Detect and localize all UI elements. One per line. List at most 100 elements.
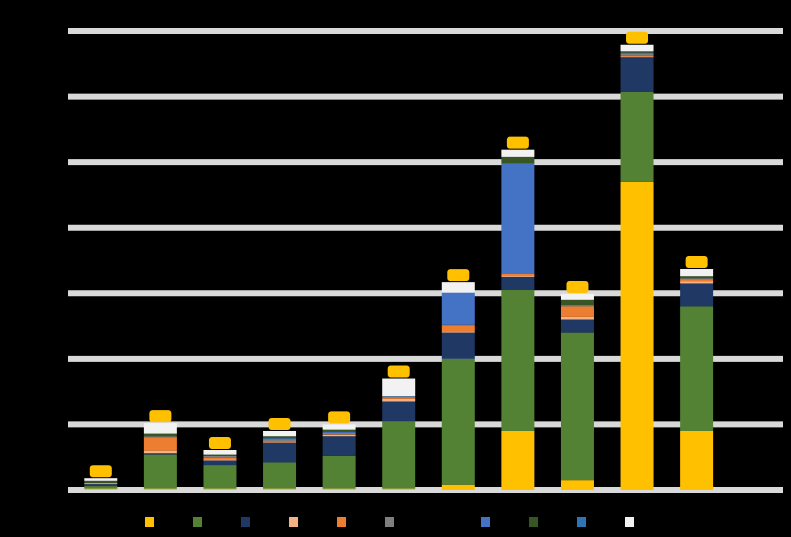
bar-segment	[680, 276, 714, 279]
bar-segment	[501, 163, 535, 274]
legend-swatch	[145, 517, 154, 527]
bar-segment	[501, 275, 535, 277]
bar-segment	[263, 442, 297, 443]
bar-segment	[263, 438, 297, 440]
bar-segment	[382, 398, 416, 402]
bar-segment	[680, 269, 714, 277]
bar-segment	[84, 488, 118, 490]
bar-segment	[620, 52, 654, 54]
bar-segment	[203, 454, 237, 456]
legend-item	[577, 517, 607, 529]
legend-swatch	[337, 517, 346, 527]
bar-segment	[441, 484, 475, 490]
bar-segment	[620, 56, 654, 58]
bar-segment	[620, 91, 654, 182]
bar-segment	[560, 305, 594, 307]
total-marker	[268, 417, 291, 430]
bar-segment	[501, 290, 535, 431]
legend-item	[241, 517, 271, 529]
bar-segment	[143, 488, 177, 490]
bar-segment	[322, 434, 356, 435]
bar-segment	[322, 431, 356, 433]
bar-segment	[322, 432, 356, 435]
total-marker	[566, 280, 589, 293]
legend-item	[625, 517, 655, 529]
bar-segment	[143, 436, 177, 438]
total-marker	[506, 136, 529, 149]
legend-swatch	[577, 517, 586, 527]
legend-swatch	[241, 517, 250, 527]
bar-segment	[680, 279, 714, 282]
bar-segment	[84, 483, 118, 485]
bar-segment	[203, 459, 237, 461]
legend-item	[193, 517, 223, 529]
bar-segment	[680, 278, 714, 280]
bars	[84, 44, 714, 491]
bar-segment	[680, 430, 714, 490]
bar-segment	[441, 282, 475, 293]
legend-swatch	[625, 517, 634, 527]
total-marker	[626, 31, 649, 44]
total-marker	[447, 269, 470, 282]
legend-swatch	[529, 517, 538, 527]
bar-segment	[441, 325, 475, 332]
total-marker	[208, 437, 231, 450]
bar-segment	[501, 156, 535, 164]
bar-segment	[382, 396, 416, 397]
bar-segment	[560, 480, 594, 490]
bar-segment	[263, 462, 297, 489]
bar-segment	[203, 455, 237, 458]
legend-item	[145, 517, 175, 529]
legend-swatch	[385, 517, 394, 527]
bar-segment	[84, 486, 118, 489]
bar-segment	[680, 283, 714, 307]
bar-segment	[322, 429, 356, 432]
bar-segment	[203, 465, 237, 489]
legend-item	[385, 517, 415, 529]
bar-segment	[143, 423, 177, 434]
legend-item	[433, 517, 463, 529]
legend-swatch	[481, 517, 490, 527]
bar-segment	[560, 319, 594, 333]
total-marker	[685, 256, 708, 269]
bar-segment	[382, 401, 416, 422]
bar-segment	[560, 316, 594, 320]
bar-segment	[441, 324, 475, 326]
bar-segment	[501, 430, 535, 490]
bar-segment	[620, 53, 654, 56]
bar-segment	[322, 436, 356, 456]
gridlines	[68, 28, 783, 493]
bar-segment	[203, 460, 237, 466]
bar-segment	[501, 276, 535, 291]
bar-segment	[680, 306, 714, 431]
bar-segment	[263, 488, 297, 490]
legend-swatch	[193, 517, 202, 527]
bar-segment	[143, 453, 177, 455]
bar-segment	[560, 332, 594, 481]
bar-segment	[620, 181, 654, 491]
total-markers	[89, 31, 708, 478]
legend-item	[481, 517, 511, 529]
bar-segment	[263, 441, 297, 443]
bar-segment	[143, 454, 177, 489]
bar-segment	[620, 57, 654, 92]
bar-segment	[143, 437, 177, 451]
bar-segment	[382, 488, 416, 490]
bar-segment	[620, 55, 654, 57]
bar-segment	[203, 488, 237, 490]
bar-segment	[263, 436, 297, 439]
legend-swatch	[433, 517, 442, 527]
bar-segment	[84, 480, 118, 483]
total-marker	[328, 411, 351, 424]
bar-segment	[263, 442, 297, 463]
bar-segment	[263, 430, 297, 437]
bar-segment	[560, 299, 594, 306]
total-marker	[89, 465, 112, 478]
bar-segment	[322, 424, 356, 430]
bar-segment	[501, 273, 535, 276]
legend-item	[337, 517, 367, 529]
bar-segment	[382, 396, 416, 398]
bar-segment	[143, 450, 177, 454]
bar-segment	[382, 397, 416, 399]
